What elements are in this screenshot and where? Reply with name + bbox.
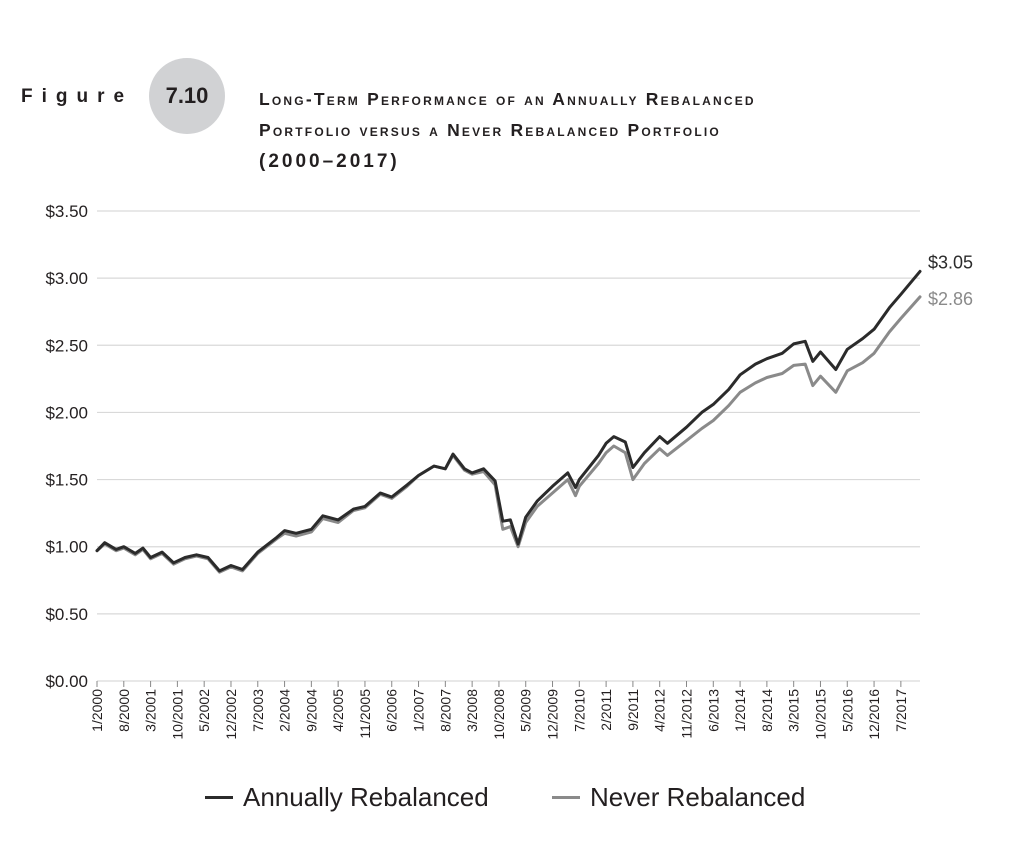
y-axis-tick-labels: $0.00 $0.50 $1.00 $1.50 $2.00 $2.50 $3.00 $3.50 (45, 202, 88, 691)
x-tick-label: 11/2012 (678, 689, 694, 739)
series-line-annually (95, 269, 922, 573)
x-tick-label: 7/2017 (893, 689, 909, 732)
x-tick-label: 4/2012 (652, 689, 668, 732)
x-tick-label: 5/2016 (839, 689, 855, 732)
x-tick-label: 6/2006 (384, 689, 400, 732)
figure-number-badge: 7.10 (149, 58, 225, 134)
figure-title-line-2: Portfolio versus a Never Rebalanced Port… (259, 120, 721, 140)
x-tick-label: 8/2007 (437, 689, 453, 732)
figure-number: 7.10 (165, 83, 209, 108)
y-tick-label: $3.00 (45, 269, 88, 288)
x-tick-label: 5/2002 (196, 689, 212, 732)
legend-label-annually: Annually Rebalanced (243, 782, 489, 812)
end-label-annually: $3.05 (928, 252, 973, 272)
x-tick-label: 8/2014 (759, 689, 775, 732)
end-value-labels: $3.05 $2.86 (928, 252, 973, 309)
x-tick-label: 5/2009 (518, 689, 534, 732)
legend-item-never-rebalanced: Never Rebalanced (552, 782, 805, 813)
y-tick-label: $3.50 (45, 202, 88, 221)
figure-header: Figure 7.10 Long-Term Performance of an … (0, 0, 1030, 200)
figure-title-line-3: (2000–2017) (259, 151, 400, 172)
x-tick-label: 4/2005 (330, 689, 346, 732)
line-chart: $0.00 $0.50 $1.00 $1.50 $2.00 $2.50 $3.00 $3.50… (45, 202, 973, 740)
x-tick-label: 12/2016 (866, 689, 882, 740)
x-tick-label: 2/2011 (598, 689, 614, 731)
x-tick-label: 12/2002 (223, 689, 239, 740)
x-tick-label: 10/2001 (169, 689, 185, 740)
x-tick-label: 9/2004 (303, 689, 319, 732)
x-tick-label: 6/2013 (705, 689, 721, 732)
legend-swatch-never (552, 796, 580, 799)
legend-label-never: Never Rebalanced (590, 782, 806, 812)
x-tick-label: 1/2000 (89, 689, 105, 732)
x-tick-label: 12/2009 (545, 689, 561, 740)
x-tick-label: 1/2014 (732, 689, 748, 732)
y-tick-label: $1.50 (45, 471, 88, 490)
x-tick-label: 3/2008 (464, 689, 480, 732)
x-tick-label: 7/2010 (571, 689, 587, 732)
figure-title-line-1: Long-Term Performance of an Annually Reb… (259, 89, 756, 109)
x-tick-label: 8/2000 (116, 689, 132, 732)
y-tick-label: $2.50 (45, 336, 88, 355)
x-tick-label: 3/2015 (786, 689, 802, 732)
series-lines (95, 269, 922, 574)
y-tick-label: $1.00 (45, 538, 88, 557)
series-line-never (95, 295, 922, 574)
end-label-never: $2.86 (928, 289, 973, 309)
figure-label: Figure (21, 86, 134, 107)
legend-swatch-annually (205, 796, 233, 799)
x-axis-tick-labels: 1/2000 8/2000 3/2001 10/2001 5/2002 12/2002 7/… (89, 681, 909, 740)
gridlines (97, 210, 920, 682)
y-tick-label: $0.00 (45, 672, 88, 691)
x-tick-label: 10/2008 (491, 689, 507, 740)
chart-legend: Annually Rebalanced Never Rebalanced (0, 782, 1030, 822)
x-tick-label: 2/2004 (277, 689, 293, 732)
y-tick-label: $2.00 (45, 403, 88, 422)
x-tick-label: 9/2011 (625, 689, 641, 731)
figure-title: Long-Term Performance of an Annually Reb… (259, 84, 959, 177)
x-tick-label: 10/2015 (812, 689, 828, 740)
x-tick-label: 1/2007 (411, 689, 427, 732)
y-tick-label: $0.50 (45, 605, 88, 624)
x-tick-label: 11/2005 (357, 689, 373, 739)
x-tick-label: 7/2003 (250, 689, 266, 732)
x-tick-label: 3/2001 (143, 689, 159, 732)
legend-item-annually-rebalanced: Annually Rebalanced (205, 782, 489, 813)
